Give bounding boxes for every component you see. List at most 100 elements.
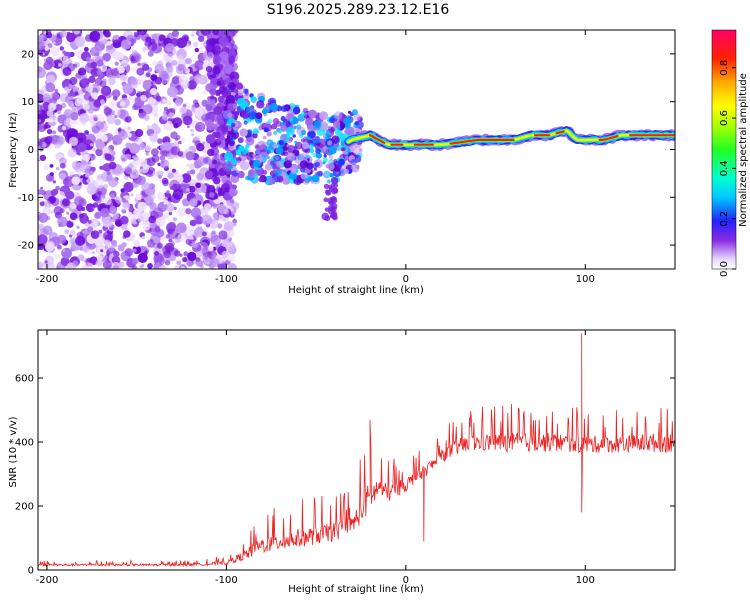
cluster-blob <box>269 160 275 166</box>
colorbar-label: Normalized spectral amplitude <box>738 73 749 227</box>
cluster-blob <box>328 146 337 155</box>
noise-blob <box>103 184 109 189</box>
cluster-blob <box>266 139 274 147</box>
noise-blob <box>122 83 134 95</box>
noise-blob <box>40 186 44 190</box>
cluster-blob <box>233 111 240 117</box>
noise-blob <box>179 107 187 114</box>
noise-blob <box>46 128 53 135</box>
noise-blob <box>163 52 174 63</box>
noise-blob <box>121 59 129 67</box>
noise-blob <box>168 112 175 119</box>
cluster-blob <box>331 135 340 144</box>
noise-blob <box>93 99 102 108</box>
cluster-blob <box>227 164 234 171</box>
noise-blob <box>121 202 130 211</box>
noise-blob <box>38 141 43 147</box>
noise-blob <box>45 173 55 182</box>
noise-blob <box>233 222 237 227</box>
noise-blob <box>195 259 204 267</box>
noise-blob <box>191 179 195 183</box>
noise-blob <box>138 143 146 151</box>
noise-blob <box>130 67 135 72</box>
noise-blob <box>111 255 121 265</box>
x-tick-label: -200 <box>36 274 59 285</box>
noise-blob <box>167 172 174 179</box>
noise-blob <box>143 64 148 69</box>
noise-blob <box>40 33 48 41</box>
noise-blob <box>110 99 117 106</box>
noise-blob <box>132 171 137 176</box>
noise-blob <box>96 255 104 262</box>
cluster-blob <box>328 125 332 129</box>
noise-blob <box>224 77 231 84</box>
x-tick-label: 100 <box>576 575 595 586</box>
cluster-blob <box>256 100 265 109</box>
y-tick-label: 600 <box>15 374 34 385</box>
cluster-blob <box>354 154 359 159</box>
noise-blob <box>149 133 159 143</box>
noise-blob <box>194 74 203 83</box>
snr-ticks: -200 -100 0 100 0 200 400 600 <box>15 330 675 586</box>
cluster-blob <box>306 162 314 170</box>
noise-blob <box>79 113 90 123</box>
noise-blob <box>69 136 79 146</box>
colorbar-tick-label: 0.2 <box>719 211 730 227</box>
noise-blob <box>182 256 188 263</box>
noise-blob <box>102 260 112 269</box>
noise-blob <box>147 263 153 269</box>
noise-blob <box>121 242 127 248</box>
noise-blob <box>52 180 57 184</box>
cluster-blob <box>315 148 321 155</box>
x-tick-label: 100 <box>576 274 595 285</box>
noise-blob <box>139 164 149 174</box>
noise-blob <box>212 246 217 251</box>
noise-blob <box>38 189 43 195</box>
colorbar-ticks: 0.0 0.2 0.4 0.6 0.8 <box>719 60 736 277</box>
cluster-blob <box>329 186 335 192</box>
noise-blob <box>196 143 205 152</box>
cluster-blob <box>312 163 318 169</box>
noise-blob <box>204 170 213 179</box>
cluster-blob <box>231 122 236 128</box>
noise-blob <box>100 249 104 253</box>
noise-blob <box>153 237 160 244</box>
noise-blob <box>62 55 69 62</box>
noise-blob <box>149 221 157 229</box>
cluster-blob <box>271 123 278 130</box>
cluster-blob <box>308 109 317 119</box>
noise-blob <box>95 113 105 124</box>
noise-blob <box>108 245 115 252</box>
noise-blob <box>154 63 164 74</box>
noise-blob <box>216 80 222 86</box>
noise-blob <box>158 43 162 47</box>
colorbar-tick-label: 0.8 <box>719 60 730 76</box>
noise-blob <box>175 222 187 234</box>
noise-blob <box>75 235 86 246</box>
noise-blob <box>193 215 203 225</box>
noise-blob <box>223 221 234 232</box>
noise-blob <box>131 257 139 265</box>
noise-blob <box>218 230 228 240</box>
noise-blob <box>70 104 75 109</box>
noise-blob <box>94 211 102 219</box>
noise-blob <box>119 130 128 140</box>
cluster-blob <box>274 169 283 177</box>
noise-blob <box>137 215 144 223</box>
noise-blob <box>76 225 80 229</box>
cluster-blob <box>314 137 321 144</box>
noise-blob <box>144 145 151 152</box>
cluster-blob <box>289 105 295 111</box>
noise-blob <box>38 196 44 203</box>
cluster-blob <box>266 176 270 180</box>
noise-blob <box>130 193 134 197</box>
noise-blob <box>58 63 62 67</box>
noise-blob <box>56 244 62 250</box>
noise-blob <box>44 260 48 264</box>
noise-blob <box>42 93 51 101</box>
cluster-blob <box>285 174 290 179</box>
cluster-blob <box>252 132 258 139</box>
noise-blob <box>219 36 230 47</box>
